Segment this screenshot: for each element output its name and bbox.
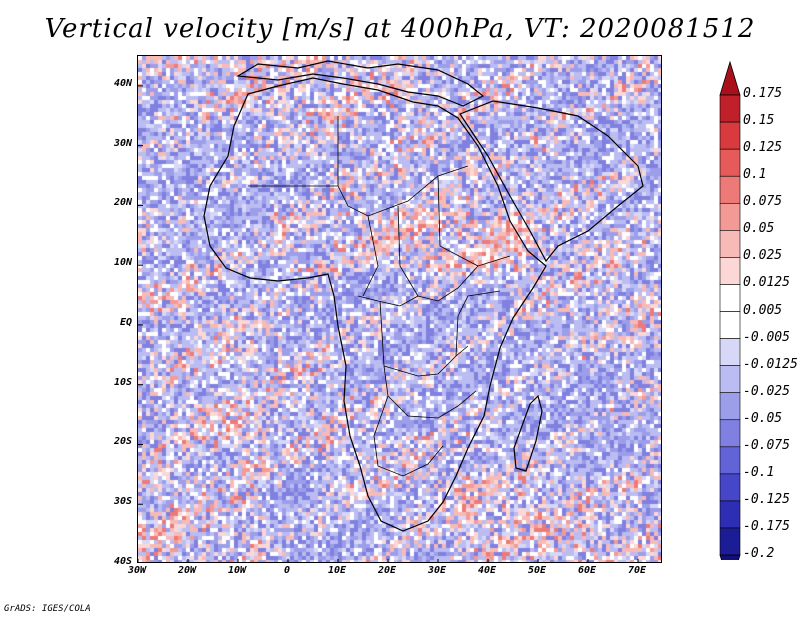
lon-label-50e: 50E xyxy=(527,565,547,576)
chart-title: Vertical velocity [m/s] at 400hPa, VT: 2… xyxy=(44,14,756,44)
colorbar-level-label: -0.1 xyxy=(743,464,775,480)
lat-label-40n: 40N xyxy=(113,77,132,89)
colorbar-segment xyxy=(719,392,741,421)
colorbar-level-label: -0.05 xyxy=(743,410,783,426)
colorbar-level-label: -0.125 xyxy=(743,491,790,507)
colorbar-level-label: 0.025 xyxy=(743,248,783,264)
colorbar xyxy=(719,60,741,560)
colorbar-segment xyxy=(719,148,741,177)
lon-label-10w: 10W xyxy=(227,565,247,576)
colorbar-segment xyxy=(719,365,741,394)
lat-label-40s: 40S xyxy=(113,556,132,567)
lat-label-30s: 30S xyxy=(113,496,132,508)
colorbar-level-label: 0.125 xyxy=(743,140,783,156)
colorbar-level-label: -0.2 xyxy=(743,546,775,562)
colorbar-level-label: -0.025 xyxy=(743,383,790,399)
colorbar-segment xyxy=(719,419,741,448)
colorbar-segment xyxy=(719,500,741,529)
colorbar-level-label: 0.0125 xyxy=(743,275,790,291)
lat-label-10s: 10S xyxy=(113,376,132,388)
colorbar-segment xyxy=(719,338,741,366)
colorbar-level-label: -0.175 xyxy=(743,519,790,534)
lat-label-10n: 10N xyxy=(113,257,132,269)
madagascar-outline xyxy=(513,394,543,472)
map-axes-ticks xyxy=(138,85,639,562)
arabia-outline xyxy=(459,100,644,263)
lat-label-eq: EQ xyxy=(119,316,132,328)
colorbar-segment xyxy=(719,473,741,502)
lon-label-0: 0 xyxy=(283,565,291,576)
lon-label-10e: 10E xyxy=(327,565,347,576)
lon-label-30w: 30W xyxy=(127,565,147,576)
credit-text: GrADS: IGES/COLA xyxy=(4,604,91,614)
colorbar-level-label: -0.0125 xyxy=(743,356,798,372)
colorbar-level-label: 0.15 xyxy=(743,113,775,129)
lon-label-40e: 40E xyxy=(477,565,497,576)
colorbar-level-label: 0.05 xyxy=(743,221,775,237)
lon-label-30e: 30E xyxy=(427,565,447,576)
lon-label-20w: 20W xyxy=(177,565,197,576)
vertical-velocity-field xyxy=(138,56,661,562)
colorbar-segment xyxy=(719,311,741,339)
colorbar-level-label: -0.005 xyxy=(743,329,790,345)
colorbar-level-label: 0.075 xyxy=(743,194,783,210)
colorbar-bottom-arrow xyxy=(719,554,741,560)
colorbar-segment xyxy=(719,202,741,231)
colorbar-segment xyxy=(719,94,741,123)
map-panel xyxy=(137,55,662,563)
colorbar-level-label: 0.1 xyxy=(743,167,767,183)
colorbar-segment xyxy=(719,446,741,475)
africa-coastline xyxy=(203,60,644,532)
colorbar-segment xyxy=(719,527,741,556)
colorbar-segment xyxy=(719,284,741,312)
lat-label-20s: 20S xyxy=(113,436,132,448)
lon-label-70e: 70E xyxy=(627,565,647,576)
lon-label-20e: 20E xyxy=(377,565,397,576)
colorbar-level-label: 0.175 xyxy=(743,86,783,102)
lat-label-30n: 30N xyxy=(113,137,132,149)
colorbar-segment xyxy=(719,257,741,285)
colorbar-segment xyxy=(719,230,741,258)
colorbar-level-label: -0.075 xyxy=(743,437,790,453)
lon-label-60e: 60E xyxy=(577,565,597,576)
lat-label-20n: 20N xyxy=(113,197,132,209)
africa-outline xyxy=(203,77,547,532)
colorbar-segment xyxy=(719,175,741,204)
colorbar-level-label: 0.005 xyxy=(743,302,783,318)
country-borders xyxy=(248,116,511,477)
colorbar-segment xyxy=(719,121,741,150)
colorbar-top-arrow xyxy=(719,60,741,96)
europe-outline xyxy=(236,60,485,107)
